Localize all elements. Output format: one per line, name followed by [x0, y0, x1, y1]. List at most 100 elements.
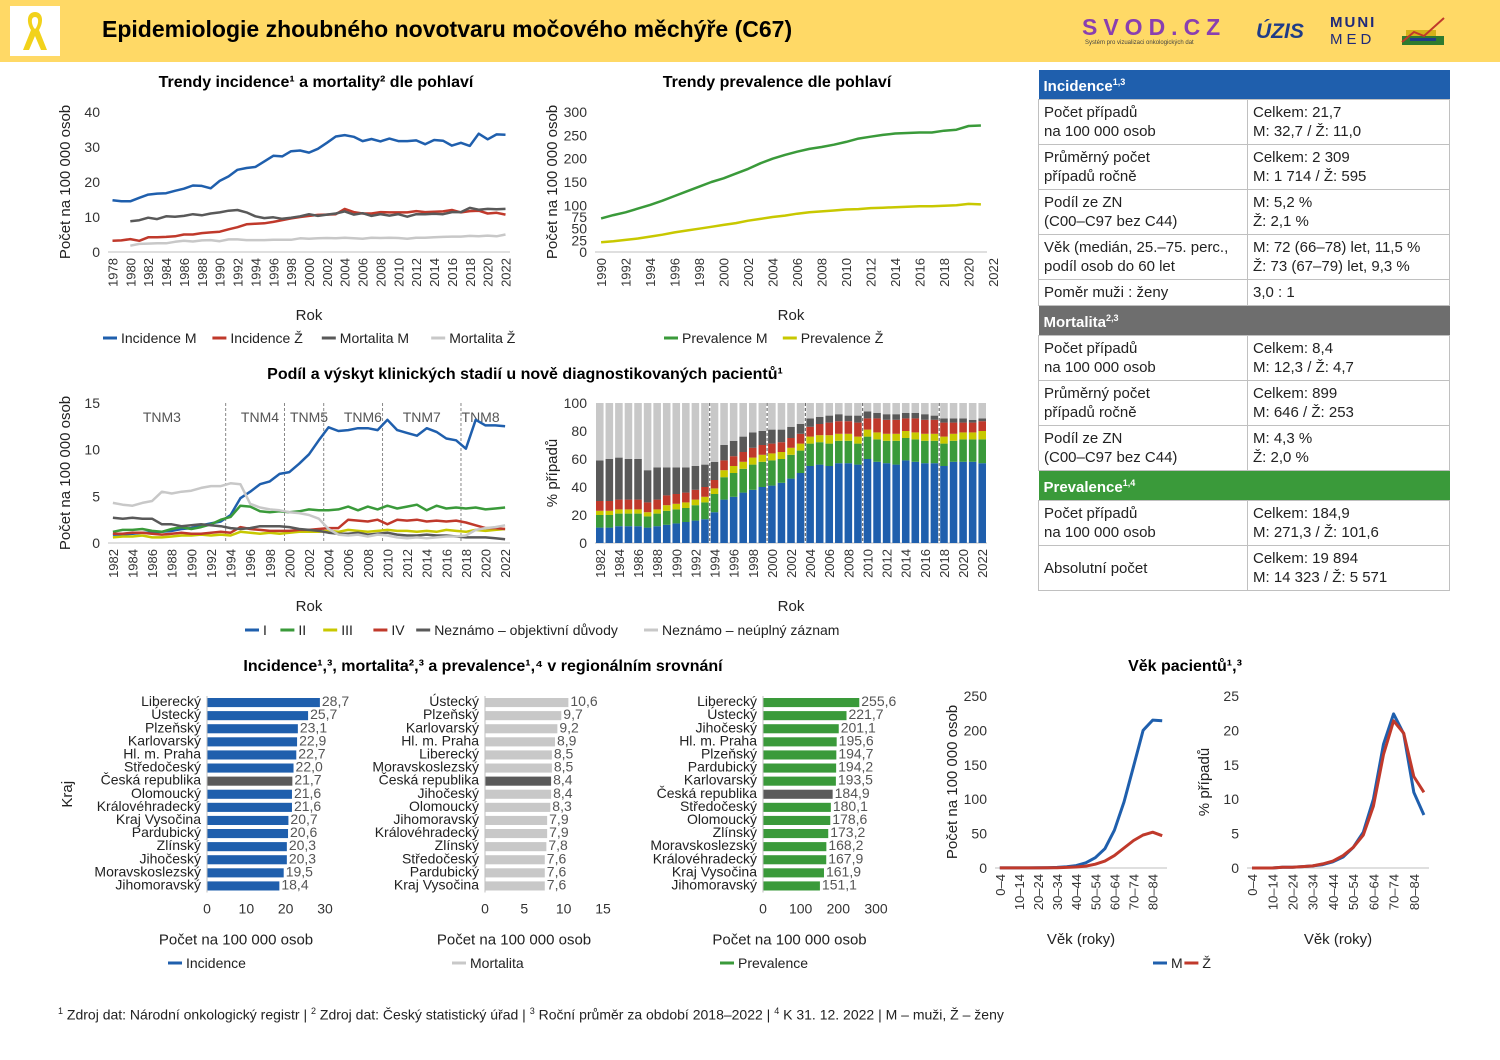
- region-bar: [207, 815, 289, 825]
- x-tick-label: 300: [864, 901, 888, 917]
- stacked-bar-segment: [835, 403, 843, 415]
- stacked-bar-segment: [643, 527, 652, 543]
- region-label: Zlínský: [157, 837, 201, 853]
- y-axis-title: Kraj: [59, 781, 76, 808]
- x-tick-label: 100: [789, 901, 813, 917]
- region-bar: [485, 842, 547, 852]
- stacked-bar-segment: [653, 467, 661, 500]
- y-tick-label: 40: [84, 104, 100, 120]
- stacked-bar-segment: [968, 439, 977, 462]
- region-value-label: 221,7: [849, 706, 884, 722]
- stacked-bar-segment: [959, 461, 967, 543]
- section-title: Incidence1,3: [1038, 70, 1450, 100]
- footnote-ref: 1: [58, 1006, 64, 1016]
- stacked-bar-segment: [940, 403, 948, 419]
- stacked-bar-segment: [825, 403, 834, 416]
- tnm-label: TNM3: [143, 409, 181, 425]
- stacked-bar-segment: [911, 412, 920, 419]
- region-label: Jihomoravský: [671, 877, 757, 893]
- region-bar: [763, 698, 860, 708]
- stacked-bar-segment: [940, 436, 948, 444]
- series-line-prevalence-m: [600, 124, 981, 220]
- stacked-bar-segment: [892, 440, 900, 465]
- stacked-bar-segment: [710, 488, 719, 494]
- x-tick-label: 1996: [668, 258, 683, 287]
- row-value: Celkem: 2 309 M: 1 714 / Ž: 595: [1247, 144, 1450, 190]
- row-key-line: Poměr muži : ženy: [1044, 284, 1169, 301]
- region-value-label: 21,6: [294, 785, 321, 801]
- x-tick-label: 1998: [692, 258, 707, 287]
- series-line-iii: [112, 527, 506, 539]
- region-value-label: 10,6: [570, 693, 597, 709]
- y-tick-label: 30: [84, 139, 100, 155]
- page-title: Epidemiologie zhoubného novotvaru močové…: [102, 16, 793, 42]
- stacked-bar-segment: [930, 463, 939, 543]
- x-tick-label: 40–44: [1069, 874, 1084, 910]
- region-label: Moravskoslezský: [650, 837, 757, 853]
- row-key-line: (C00–C97 bez C44): [1044, 213, 1178, 230]
- stacked-bar-segment: [921, 403, 929, 415]
- region-bar: [485, 698, 569, 708]
- x-tick-label: 1996: [727, 549, 742, 578]
- stacked-bar-segment: [739, 436, 747, 452]
- stacked-bar-segment: [748, 489, 757, 543]
- region-label: Liberecký: [141, 693, 201, 709]
- stacked-bar-segment: [796, 450, 805, 473]
- x-tick-label: 1986: [631, 549, 646, 578]
- stacked-bar-segment: [968, 461, 977, 543]
- stacked-bar-segment: [682, 403, 690, 468]
- x-axis-title: Počet na 100 000 osob: [437, 932, 591, 949]
- stacked-bar-segment: [968, 432, 977, 440]
- y-tick-label: 5: [92, 488, 100, 504]
- stacked-bar-segment: [854, 403, 862, 416]
- stacked-bar-segment: [854, 422, 862, 437]
- x-tick-label: 1994: [643, 258, 658, 287]
- region-bar: [207, 802, 292, 812]
- y-tick-label: 10: [1223, 791, 1239, 807]
- region-label: Moravskoslezský: [94, 863, 201, 879]
- y-tick-label: 10: [84, 209, 100, 225]
- stacked-bar-segment: [720, 477, 728, 500]
- stacked-bar-segment: [901, 412, 910, 419]
- stacked-bar-segment: [768, 485, 776, 543]
- stacked-bar-segment: [653, 513, 661, 527]
- stacked-bar-segment: [653, 403, 661, 468]
- stacked-bar-segment: [662, 403, 671, 468]
- x-tick-label: 40–44: [1326, 874, 1341, 910]
- stage-incidence-chart: TNM3 TNM4 TNM5 TNM6 TNM7 TNM8 0 5 10 15 Počet na 1…: [57, 395, 513, 615]
- x-tick-label: 0: [759, 901, 767, 917]
- x-tick-label: 2004: [322, 549, 337, 578]
- stacked-bar-segment: [748, 464, 757, 490]
- x-tick-label: 15: [595, 901, 611, 917]
- charts-canvas: Trendy incidence¹ a mortality² dle pohla…: [57, 74, 1429, 971]
- stacked-bar-segment: [854, 443, 862, 465]
- x-tick-label: 1992: [204, 549, 219, 578]
- x-tick-label: 0: [203, 901, 211, 917]
- row-value-line: M: 5,2 %: [1253, 194, 1313, 211]
- stacked-bar-segment: [911, 439, 920, 462]
- y-tick-label: 5: [1231, 826, 1239, 842]
- x-tick-label: 2022: [986, 258, 1001, 287]
- region-label: Olomoucký: [131, 785, 201, 801]
- stacked-bar-segment: [672, 503, 681, 510]
- stacked-bar-segment: [729, 473, 738, 497]
- regional-mortality-chart: Ústecký 10,6 Plzeňský 9,7 Karlovarský 9,2 Hl. …: [372, 693, 611, 948]
- y-axis-title: % případů: [544, 439, 561, 507]
- stacked-bar-segment: [815, 403, 824, 417]
- region-bar: [763, 776, 836, 786]
- muni-logo: MUNI: [1330, 14, 1377, 31]
- footnote-ref: 2: [310, 1006, 316, 1016]
- region-label: Česká republika: [379, 772, 480, 788]
- row-value-line: Celkem: 19 894: [1253, 550, 1359, 567]
- stacked-bar-segment: [959, 418, 967, 423]
- stacked-bar-segment: [653, 526, 661, 543]
- stacked-bar-segment: [634, 459, 642, 500]
- table-row: Podíl ze ZN (C00–C97 bez C44) M: 5,2 % Ž: 2…: [1038, 189, 1450, 235]
- row-value-line: Celkem: 8,4: [1253, 340, 1334, 357]
- region-label: Karlovarský: [406, 719, 479, 735]
- table-row: Počet případů na 100 000 osob Celkem: 8,4 M…: [1038, 335, 1450, 381]
- stacked-bar-segment: [777, 459, 786, 483]
- region-value-label: 173,2: [830, 824, 865, 840]
- section-header-mortality: Mortalita2,3: [1038, 305, 1450, 336]
